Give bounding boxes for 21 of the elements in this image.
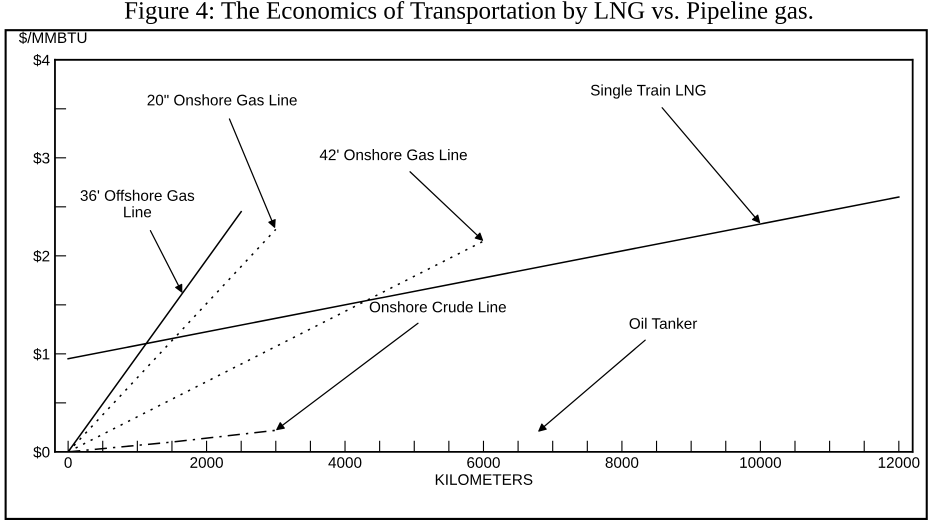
- y-tick-label: $0: [33, 446, 50, 458]
- y-tick-label: $4: [33, 54, 50, 66]
- x-tick-label: 0: [64, 457, 72, 468]
- annotation: 36' Offshore Gas Line: [80, 190, 194, 218]
- x-tick-label: 2000: [190, 457, 223, 468]
- y-axis-title: $/MMBTU: [18, 32, 86, 44]
- y-tick-label: $2: [33, 250, 50, 262]
- annotation: 20" Onshore Gas Line: [148, 94, 297, 106]
- x-tick-label: 8000: [606, 457, 638, 468]
- y-tick-label: $1: [33, 348, 50, 360]
- annotation: Oil Tanker: [630, 318, 698, 329]
- x-tick-label: 4000: [328, 457, 362, 468]
- x-tick-label: 10000: [740, 457, 782, 468]
- y-tick-label: $3: [33, 152, 50, 164]
- x-tick-label: 6000: [467, 457, 500, 468]
- chart-title: Figure 4: The Economics of Transportation by LNG vs. Pipeline gas.: [124, 1, 812, 24]
- x-axis-title: KILOMETERS: [436, 474, 532, 485]
- annotation: Single Train LNG: [590, 84, 706, 99]
- annotation: 42' Onshore Gas Line: [320, 149, 467, 160]
- annotation: Onshore Crude Line: [370, 301, 506, 312]
- x-tick-label: 12000: [878, 457, 920, 468]
